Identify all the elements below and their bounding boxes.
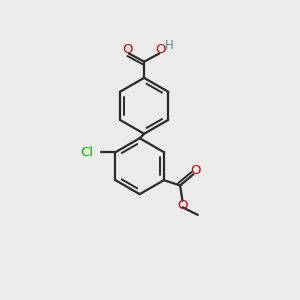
Text: O: O <box>177 199 188 212</box>
Text: O: O <box>122 43 133 56</box>
Text: O: O <box>190 164 200 177</box>
Text: H: H <box>165 39 174 52</box>
Text: O: O <box>155 43 165 56</box>
Text: Cl: Cl <box>80 146 93 159</box>
